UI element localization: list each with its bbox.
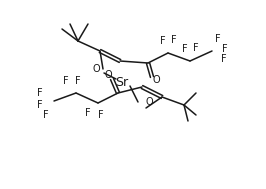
Text: O: O [92,64,100,74]
Text: F: F [171,35,177,45]
Text: O: O [145,97,153,107]
Text: F: F [98,110,104,120]
Text: F: F [37,100,43,110]
Text: F: F [75,76,81,86]
Text: F: F [85,108,91,118]
Text: F: F [37,88,43,98]
Text: F: F [160,36,166,46]
Text: F: F [182,44,188,54]
Text: F: F [221,54,227,64]
Text: F: F [63,76,69,86]
Text: F: F [193,43,199,53]
Text: Sr: Sr [115,75,128,88]
Text: F: F [215,34,221,44]
Text: O: O [104,70,112,80]
Text: F: F [43,110,49,120]
Text: F: F [222,44,228,54]
Text: O: O [152,75,160,85]
